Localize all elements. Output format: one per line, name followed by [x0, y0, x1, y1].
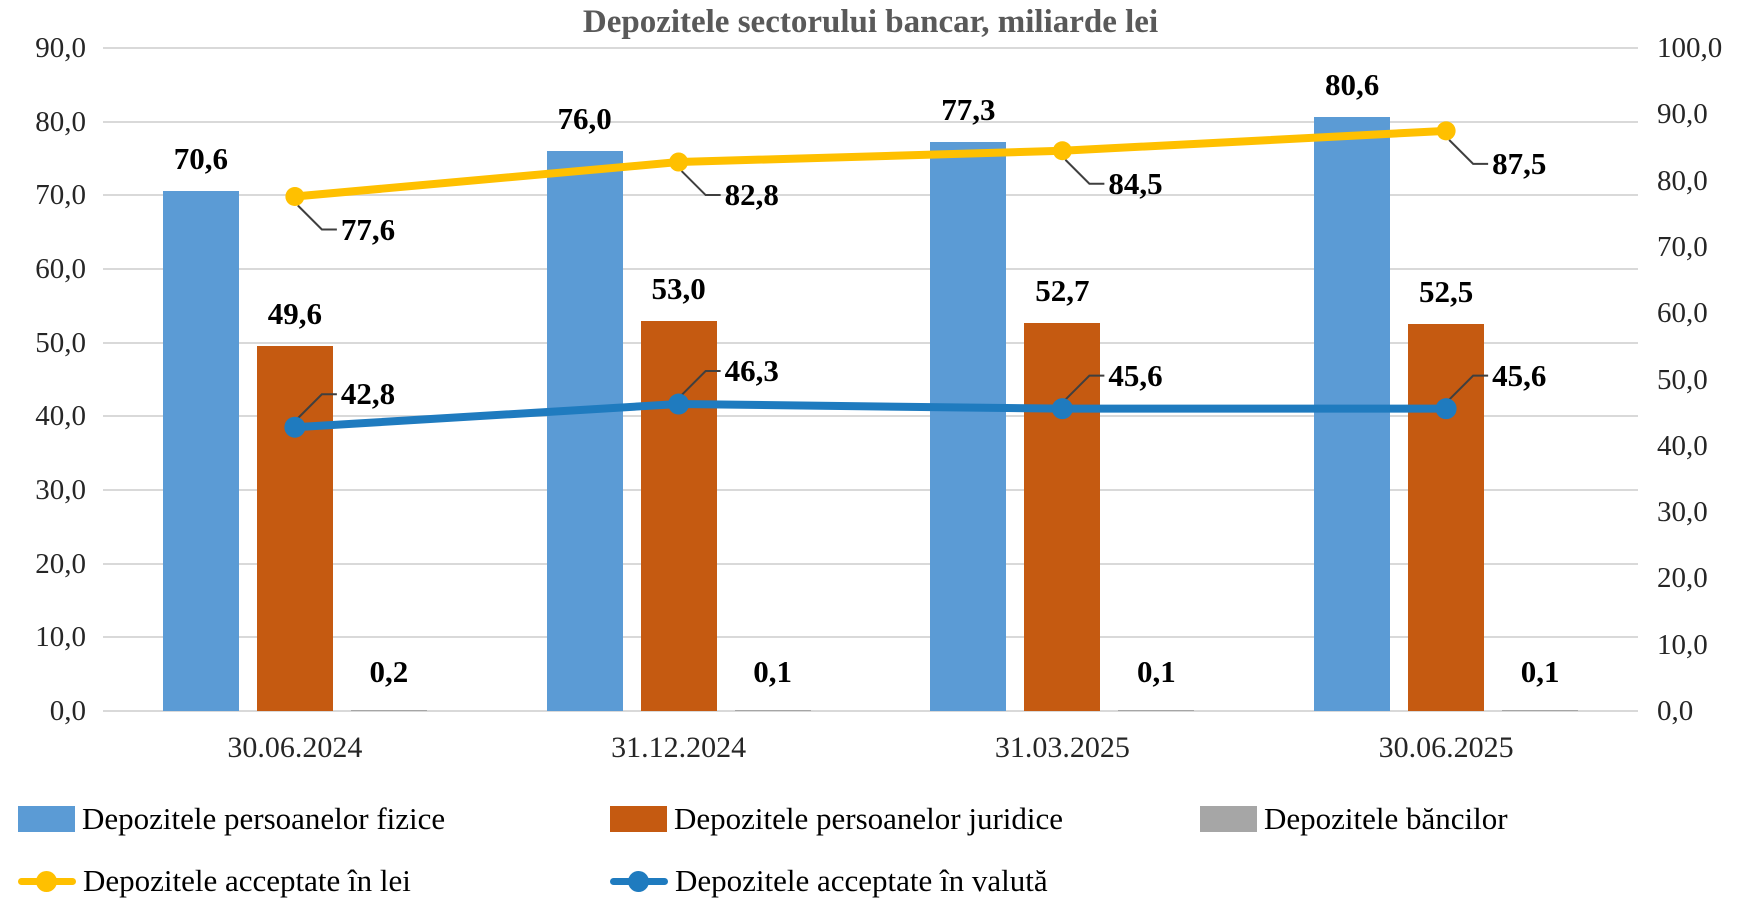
- bar-value-label: 76,0: [557, 101, 612, 137]
- bar: [1024, 322, 1101, 711]
- bar: [640, 320, 717, 711]
- gridline: [103, 562, 1638, 565]
- line-marker: [669, 152, 689, 172]
- y-axis-tick-left: 90,0: [35, 32, 86, 64]
- gridline: [103, 710, 1638, 712]
- x-axis-label: 30.06.2024: [227, 731, 363, 764]
- y-axis-tick-right: 20,0: [1657, 562, 1708, 595]
- bar-value-label: 52,7: [1035, 272, 1090, 308]
- y-axis-tick-left: 80,0: [35, 105, 86, 138]
- bar: [162, 190, 239, 711]
- gridline: [103, 636, 1638, 639]
- bar-value-label: 52,5: [1419, 274, 1474, 310]
- legend-line-swatch: [610, 870, 668, 893]
- x-axis-label: 31.12.2024: [611, 731, 747, 764]
- bar: [930, 141, 1007, 711]
- legend-item: Depozitele acceptate în valută: [610, 863, 1048, 899]
- legend-item: Depozitele persoanelor fizice: [18, 801, 445, 837]
- bar: [734, 709, 811, 711]
- y-axis-tick-left: 60,0: [35, 253, 86, 285]
- bar-value-label: 77,3: [941, 91, 996, 127]
- point-value-label: 45,6: [1108, 357, 1163, 393]
- point-value-label: 87,5: [1492, 145, 1547, 181]
- bar: [256, 345, 333, 711]
- legend-item: Depozitele băncilor: [1200, 801, 1508, 837]
- point-value-label: 42,8: [340, 376, 396, 412]
- legend-label: Depozitele persoanelor fizice: [82, 801, 446, 836]
- legend-label: Depozitele persoanelor juridice: [674, 801, 1064, 836]
- y-axis-tick-left: 70,0: [35, 179, 86, 212]
- gridline: [103, 194, 1638, 197]
- leader-line: [297, 204, 337, 231]
- y-axis-tick-left: 40,0: [35, 400, 86, 433]
- y-axis-tick-right: 50,0: [1657, 363, 1708, 396]
- legend-swatch: [610, 806, 667, 832]
- y-axis-tick-right: 10,0: [1657, 628, 1708, 661]
- bar-value-label: 49,6: [267, 295, 322, 331]
- line-marker: [1052, 141, 1072, 161]
- y-axis-tick-right: 70,0: [1657, 230, 1708, 263]
- bar: [1314, 117, 1391, 711]
- gridline: [103, 268, 1638, 270]
- leader-line: [680, 170, 721, 197]
- y-axis-tick-left: 30,0: [35, 474, 86, 506]
- bar-value-label: 0,1: [753, 654, 792, 689]
- bar: [350, 709, 427, 711]
- legend-swatch: [18, 806, 75, 832]
- bar-value-label: 0,2: [369, 654, 409, 689]
- legend-line-dot: [628, 870, 649, 892]
- gridline: [103, 120, 1638, 123]
- point-value-label: 82,8: [724, 177, 779, 213]
- line-marker: [1436, 121, 1456, 141]
- y-axis-tick-right: 90,0: [1657, 98, 1708, 131]
- bar-value-label: 70,6: [173, 140, 228, 176]
- y-axis-tick-left: 10,0: [35, 621, 86, 654]
- y-axis-tick-right: 100,0: [1657, 32, 1723, 64]
- bar-value-label: 0,1: [1137, 654, 1176, 689]
- leader-line: [1064, 159, 1105, 185]
- bar-value-label: 80,6: [1325, 67, 1380, 103]
- chart-title: Depozitele sectorului bancar, miliarde l…: [582, 4, 1159, 40]
- y-axis-tick-right: 0,0: [1657, 695, 1694, 727]
- point-value-label: 46,3: [724, 353, 779, 389]
- point-value-label: 84,5: [1108, 165, 1163, 201]
- line-series: [290, 126, 1451, 201]
- x-axis-label: 30.06.2025: [1378, 731, 1514, 764]
- y-axis-tick-right: 40,0: [1657, 429, 1708, 462]
- gridline: [103, 47, 1638, 49]
- bar-value-label: 0,1: [1520, 654, 1560, 689]
- gridline: [103, 489, 1638, 491]
- bar-value-label: 53,0: [651, 270, 706, 306]
- legend-line-dot: [36, 870, 57, 892]
- bar: [1118, 709, 1195, 711]
- line-marker: [285, 187, 305, 207]
- gridline: [103, 341, 1638, 344]
- bar: [1408, 324, 1485, 711]
- legend-line-swatch: [18, 870, 76, 893]
- y-axis-tick-right: 30,0: [1657, 496, 1708, 529]
- leader-line: [1448, 139, 1489, 165]
- x-axis-label: 31.03.2025: [994, 731, 1130, 764]
- point-value-label: 77,6: [340, 211, 396, 247]
- y-axis-tick-right: 60,0: [1657, 297, 1708, 330]
- y-axis-tick-left: 0,0: [49, 695, 86, 727]
- legend-label: Depozitele acceptate în lei: [83, 863, 411, 898]
- legend-swatch: [1200, 806, 1257, 832]
- y-axis-tick-left: 50,0: [35, 326, 86, 359]
- bar: [1502, 709, 1579, 711]
- legend-label: Depozitele băncilor: [1264, 801, 1508, 836]
- bar: [546, 151, 623, 711]
- point-value-label: 45,6: [1492, 357, 1547, 393]
- y-axis-tick-right: 80,0: [1657, 164, 1708, 197]
- legend-item: Depozitele acceptate în lei: [18, 863, 411, 899]
- legend-label: Depozitele acceptate în valută: [675, 863, 1048, 898]
- legend-item: Depozitele persoanelor juridice: [610, 801, 1063, 837]
- y-axis-tick-left: 20,0: [35, 547, 86, 580]
